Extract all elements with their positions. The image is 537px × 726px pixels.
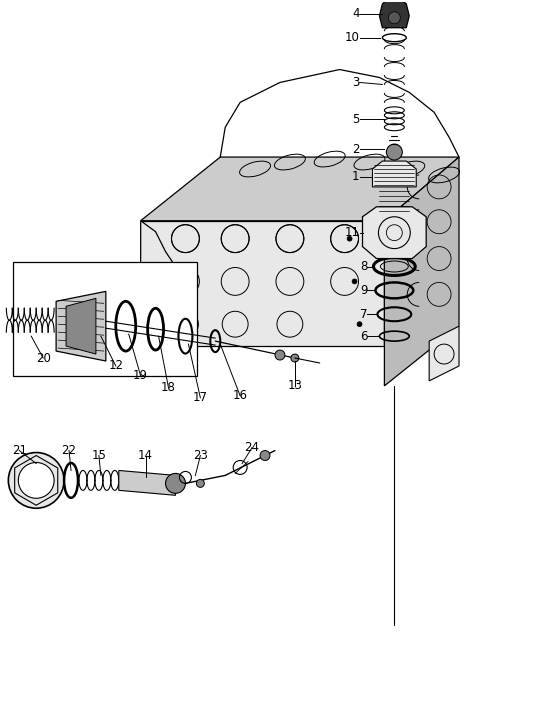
Text: 10: 10 bbox=[345, 31, 360, 44]
Polygon shape bbox=[141, 306, 171, 351]
Text: 13: 13 bbox=[287, 380, 302, 392]
Polygon shape bbox=[362, 207, 426, 258]
Text: 5: 5 bbox=[352, 113, 360, 126]
Text: 24: 24 bbox=[244, 441, 259, 454]
Polygon shape bbox=[141, 221, 384, 346]
Polygon shape bbox=[384, 157, 459, 386]
Polygon shape bbox=[380, 0, 409, 28]
Polygon shape bbox=[141, 157, 459, 221]
Text: 8: 8 bbox=[360, 260, 367, 273]
Text: 22: 22 bbox=[62, 444, 77, 457]
Polygon shape bbox=[66, 298, 96, 354]
Circle shape bbox=[260, 451, 270, 460]
Circle shape bbox=[388, 12, 400, 24]
Circle shape bbox=[357, 322, 362, 327]
Text: 16: 16 bbox=[233, 389, 248, 402]
Text: 4: 4 bbox=[352, 7, 360, 20]
Circle shape bbox=[197, 479, 205, 487]
Text: 21: 21 bbox=[12, 444, 27, 457]
Text: 11: 11 bbox=[345, 227, 360, 239]
Polygon shape bbox=[429, 326, 459, 381]
Circle shape bbox=[9, 452, 64, 508]
Circle shape bbox=[291, 354, 299, 362]
Bar bbox=[13, 261, 198, 376]
Text: 2: 2 bbox=[352, 142, 360, 155]
Text: 17: 17 bbox=[193, 391, 208, 404]
Polygon shape bbox=[56, 291, 106, 361]
Text: 14: 14 bbox=[138, 449, 153, 462]
Text: 9: 9 bbox=[360, 284, 367, 297]
Circle shape bbox=[275, 350, 285, 360]
Text: 3: 3 bbox=[352, 76, 360, 89]
Polygon shape bbox=[119, 470, 176, 495]
Circle shape bbox=[347, 236, 352, 241]
Circle shape bbox=[165, 473, 185, 494]
Text: 12: 12 bbox=[108, 359, 124, 372]
Text: 23: 23 bbox=[193, 449, 208, 462]
Text: 7: 7 bbox=[360, 308, 367, 321]
Text: 1: 1 bbox=[352, 171, 360, 184]
Text: 18: 18 bbox=[161, 381, 176, 394]
Text: 20: 20 bbox=[36, 351, 50, 364]
Text: 6: 6 bbox=[360, 330, 367, 343]
Text: 15: 15 bbox=[91, 449, 106, 462]
Circle shape bbox=[18, 462, 54, 498]
Circle shape bbox=[352, 279, 357, 284]
Text: 19: 19 bbox=[133, 370, 148, 383]
Circle shape bbox=[387, 144, 402, 160]
Polygon shape bbox=[373, 161, 416, 187]
Polygon shape bbox=[141, 221, 176, 311]
